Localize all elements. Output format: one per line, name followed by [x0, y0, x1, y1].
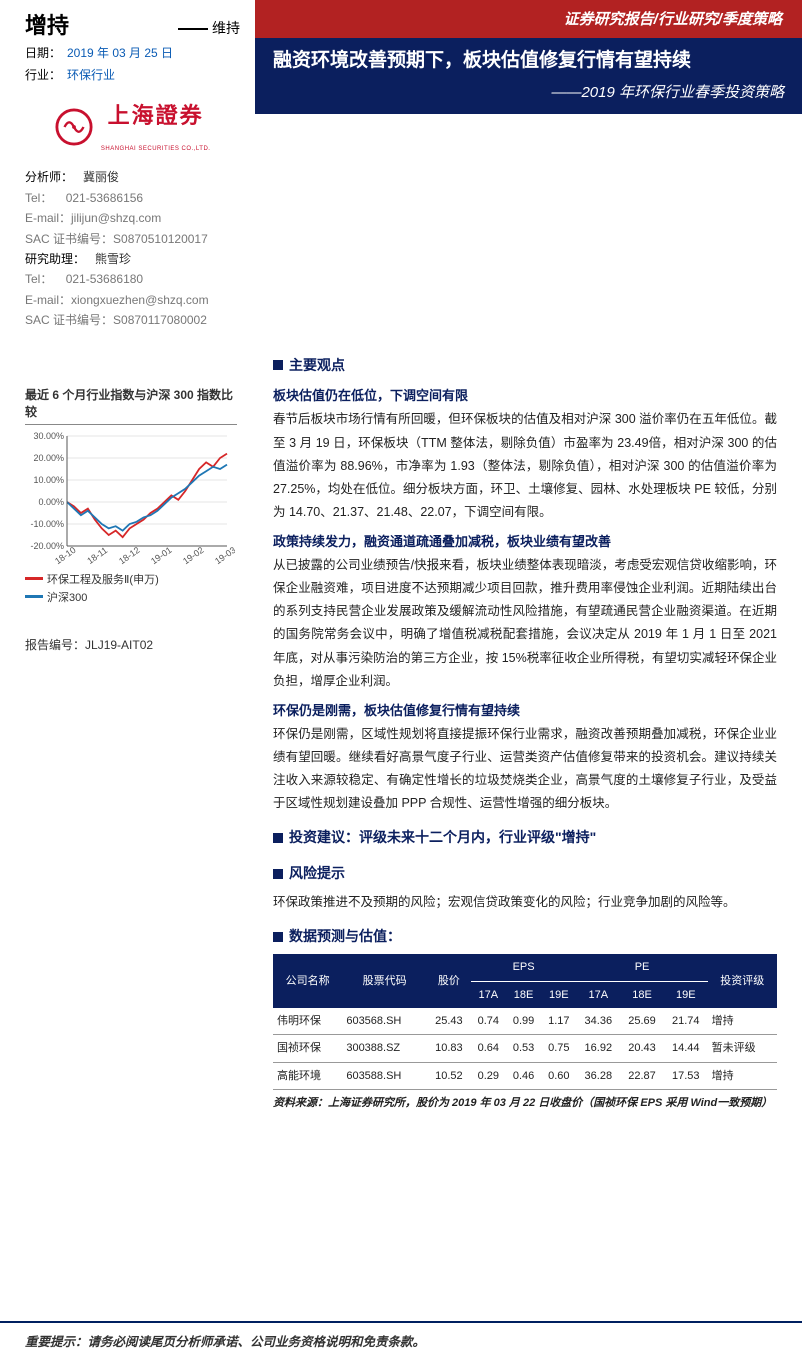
svg-text:-10.00%: -10.00%: [30, 519, 64, 529]
legend-1: 环保工程及服务Ⅱ(申万): [25, 571, 235, 587]
chart-title: 最近 6 个月行业指数与沪深 300 指数比较: [25, 386, 237, 425]
maintain: 维持: [178, 18, 240, 38]
breadcrumb: 证券研究报告/行业研究/季度策略: [255, 0, 802, 38]
svg-text:19-03: 19-03: [213, 544, 235, 565]
page-title: 融资环境改善预期下，板块估值修复行情有望持续: [273, 48, 784, 75]
svg-text:19-01: 19-01: [149, 544, 174, 565]
rating-block: 增持 维持: [0, 0, 255, 38]
table-source: 资料来源：上海证券研究所，股价为 2019 年 03 月 22 日收盘价（国祯环…: [273, 1095, 777, 1112]
para-3: 环保仍是刚需，区域性规划将直接提振环保行业需求，融资改善预期叠加减税，环保企业业…: [273, 723, 777, 816]
svg-text:18-12: 18-12: [117, 544, 142, 565]
rating: 增持: [25, 8, 69, 40]
para-risk: 环保政策推进不及预期的风险；宏观信贷政策变化的风险；行业竞争加剧的风险等。: [273, 891, 777, 914]
legend-2: 沪深300: [25, 589, 235, 605]
page-subtitle: ——2019 年环保行业春季投资策略: [273, 81, 784, 102]
svg-text:18-11: 18-11: [85, 545, 109, 566]
logo: 上海證券 SHANGHAI SECURITIES CO.,LTD.: [25, 96, 240, 157]
subhead-1: 板块估值仍在低位，下调空间有限: [273, 384, 777, 408]
section-risk: 风险提示: [273, 861, 777, 887]
date-row: 日期：2019 年 03 月 25 日: [25, 43, 240, 65]
para-2: 从已披露的公司业绩预告/快报来看，板块业绩整体表现暗淡，考虑受宏观信贷收缩影响，…: [273, 554, 777, 693]
svg-text:30.00%: 30.00%: [33, 431, 64, 441]
section-forecast: 数据预测与估值：: [273, 924, 777, 950]
svg-text:19-02: 19-02: [181, 544, 206, 565]
title-banner: 融资环境改善预期下，板块估值修复行情有望持续 ——2019 年环保行业春季投资策…: [255, 38, 802, 114]
table-row: 伟明环保603568.SH25.430.740.991.1734.3625.69…: [273, 1008, 777, 1035]
section-recommend: 投资建议：评级未来十二个月内，行业评级"增持": [273, 825, 777, 851]
svg-text:-20.00%: -20.00%: [30, 541, 64, 551]
svg-text:20.00%: 20.00%: [33, 453, 64, 463]
table-row: 高能环境603588.SH10.520.290.460.6036.2822.87…: [273, 1062, 777, 1089]
para-1: 春节后板块市场行情有所回暖，但环保板块的估值及相对沪深 300 溢价率仍在五年低…: [273, 408, 777, 524]
svg-text:10.00%: 10.00%: [33, 475, 64, 485]
forecast-table: 公司名称 股票代码 股价 EPS PE 投资评级 17A18E19E 17A18…: [273, 954, 777, 1090]
index-chart: -20.00% -10.00% 0.00% 10.00% 20.00% 30.00% 18-…: [25, 431, 235, 611]
svg-text:0.00%: 0.00%: [38, 497, 64, 507]
industry-row: 行业：环保行业: [25, 65, 240, 87]
table-row: 国祯环保300388.SZ10.830.640.530.7516.9220.43…: [273, 1035, 777, 1062]
section-main-points: 主要观点: [273, 353, 777, 379]
subhead-3: 环保仍是刚需，板块估值修复行情有望持续: [273, 699, 777, 723]
report-number: 报告编号：JLJ19-AIT02: [25, 636, 237, 653]
subhead-2: 政策持续发力，融资通道疏通叠加减税，板块业绩有望改善: [273, 530, 777, 554]
footer-disclaimer: 重要提示：请务必阅读尾页分析师承诺、公司业务资格说明和免责条款。: [0, 1321, 802, 1358]
analyst-block: 分析师：冀丽俊 Tel： 021-53686156 E-mail：jilijun…: [25, 167, 240, 330]
